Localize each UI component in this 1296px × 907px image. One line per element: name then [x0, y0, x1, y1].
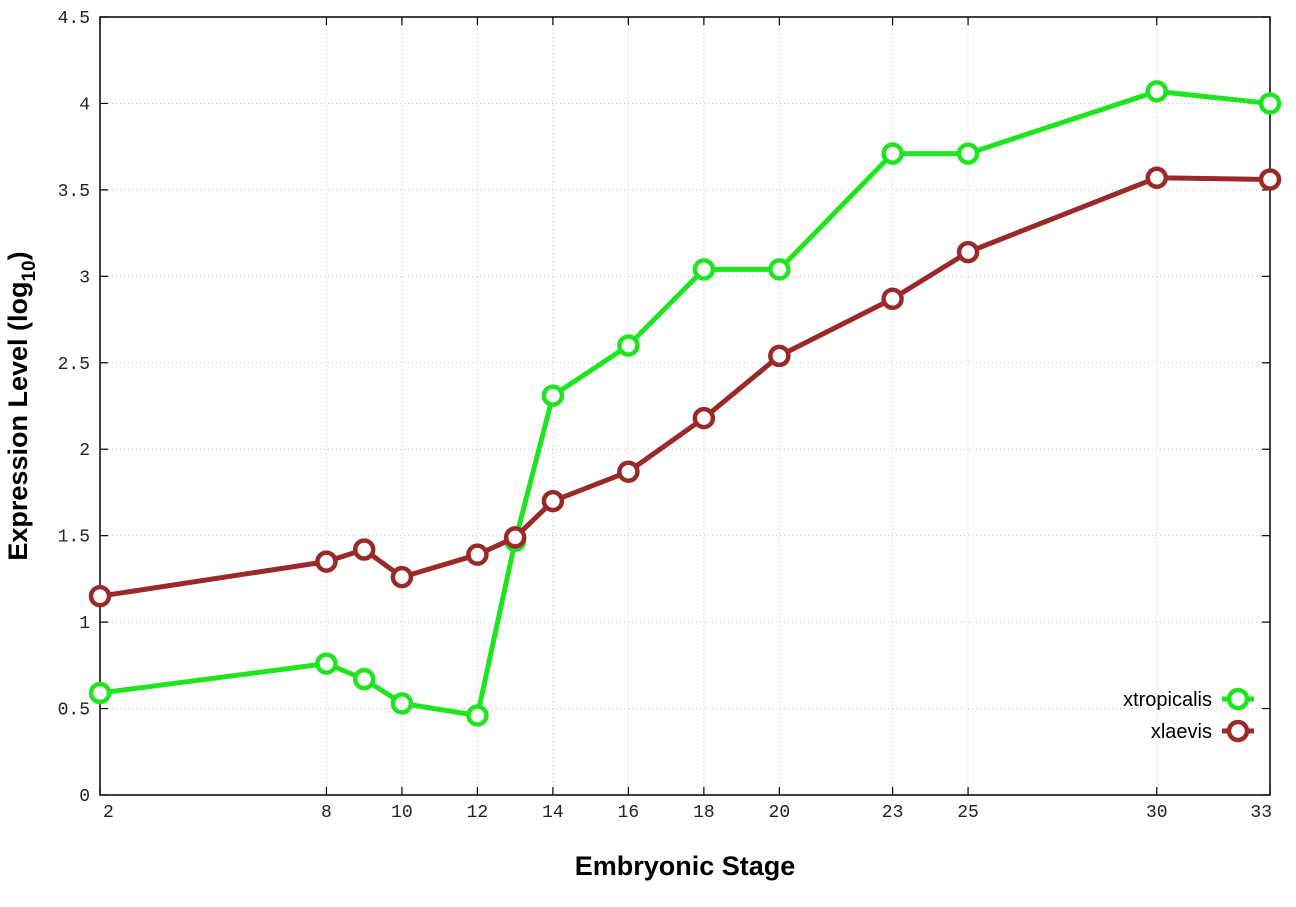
x-tick-label: 25 [957, 803, 979, 823]
x-tick-label: 23 [882, 803, 904, 823]
y-tick-label: 0 [79, 787, 90, 807]
y-axis-title-main: Expression Level (log [3, 282, 33, 561]
y-tick-label: 1 [79, 614, 90, 634]
data-point [617, 334, 640, 357]
x-tick-labels: 2 8 10 12 14 16 18 20 23 25 30 33 [103, 803, 1272, 823]
legend-label: xlaevis [1151, 721, 1212, 743]
x-tick-label: 33 [1250, 803, 1272, 823]
series-xtropicalis [88, 80, 1282, 727]
data-point [1258, 92, 1282, 115]
data-series [88, 80, 1282, 727]
data-point [768, 258, 791, 281]
series-line-xlaevis [99, 175, 1271, 599]
x-tick-label: 14 [542, 803, 564, 823]
data-point [352, 538, 376, 561]
legend: xtropicalis xlaevis [1123, 687, 1254, 743]
data-point [352, 667, 376, 691]
legend-label: xtropicalis [1123, 689, 1212, 711]
y-tick-label: 3.5 [58, 182, 90, 202]
x-tick-label: 16 [618, 803, 640, 823]
data-point [692, 258, 716, 281]
y-tick-label: 4 [79, 95, 90, 115]
data-point [617, 460, 640, 483]
grid-lines [100, 17, 1270, 795]
data-point [541, 489, 565, 513]
y-tick-labels: 0 0.5 1 1.5 2 2.5 3 3.5 4 4.5 [58, 9, 90, 807]
data-point [881, 142, 904, 165]
x-tick-label: 10 [391, 803, 413, 823]
data-point [541, 384, 565, 407]
y-tick-label: 0.5 [58, 701, 90, 721]
y-tick-label: 3 [79, 268, 90, 288]
x-tick-label: 30 [1146, 803, 1168, 823]
axis-ticks [99, 16, 1271, 796]
data-point [956, 240, 980, 264]
series-xlaevis [88, 166, 1282, 608]
x-tick-label: 8 [321, 803, 332, 823]
y-tick-label: 2.5 [58, 355, 90, 375]
data-point [503, 526, 527, 549]
y-tick-label: 4.5 [58, 9, 90, 29]
data-point [1145, 80, 1169, 103]
data-point [1258, 168, 1282, 191]
data-point [956, 142, 980, 165]
data-point [390, 692, 414, 715]
data-point [315, 652, 338, 675]
y-axis-title: Expression Level (log10) [3, 251, 40, 560]
data-point [466, 704, 489, 727]
x-tick-label: 2 [103, 803, 114, 823]
data-point [315, 550, 338, 573]
legend-item-xlaevis: xlaevis [1151, 719, 1254, 743]
data-point [692, 406, 716, 430]
data-point [881, 287, 904, 311]
plot-frame [99, 16, 1271, 796]
data-point [1145, 166, 1169, 190]
legend-marker-swatch [1226, 687, 1250, 711]
x-tick-label: 20 [769, 803, 791, 823]
data-point [88, 584, 112, 608]
x-tick-label: 18 [693, 803, 715, 823]
data-point [466, 543, 489, 566]
x-tick-label: 12 [467, 803, 489, 823]
legend-item-xtropicalis: xtropicalis [1123, 687, 1254, 711]
y-axis-title-close: ) [3, 251, 33, 260]
y-tick-label: 1.5 [58, 528, 90, 548]
data-point [390, 565, 414, 589]
data-point [88, 681, 112, 705]
y-axis-title-subscript: 10 [19, 260, 40, 281]
legend-marker-swatch [1226, 719, 1250, 743]
y-tick-label: 2 [79, 441, 90, 461]
data-point [768, 344, 791, 368]
x-axis-title: Embryonic Stage [575, 851, 796, 881]
